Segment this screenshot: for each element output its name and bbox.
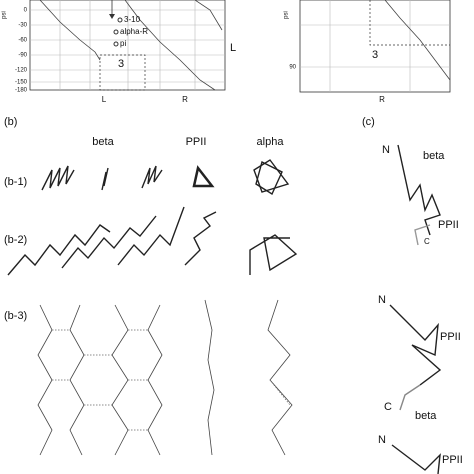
annotation: alpha-R <box>120 27 148 36</box>
column-header: beta <box>92 136 114 148</box>
right-plot: psi 90 3 R <box>284 0 451 104</box>
diagram-label: N <box>378 294 386 306</box>
y-tick-label: -30 <box>18 23 27 29</box>
diagram-label: beta <box>423 150 445 162</box>
y-tick-label: 0 <box>24 8 28 14</box>
diagram-label: PPII <box>440 331 461 343</box>
diagram-label: N <box>382 144 390 156</box>
panel-b: (b) beta PPII alpha (b-1) (b-2) (b-3) <box>4 116 298 456</box>
y-tick-label: -90 <box>18 53 27 59</box>
x-label: R <box>379 95 385 104</box>
annotation: 3 <box>372 49 378 61</box>
row-label: (b-2) <box>4 234 27 246</box>
row-label: (b-1) <box>4 176 27 188</box>
side-label: L <box>230 42 236 54</box>
left-plot: psi 0 -30 -60 -90 -120 -150 -180 3-10 al… <box>2 0 236 104</box>
row-label: (b-3) <box>4 310 27 322</box>
diagram-label: C <box>424 237 430 246</box>
diagram-label: C <box>384 401 392 413</box>
diagram-label: beta <box>415 410 437 422</box>
y-tick-label: -120 <box>15 68 28 74</box>
y-tick-label: -60 <box>18 38 27 44</box>
y-axis-label: psi <box>284 11 290 19</box>
diagram-label: PPII <box>442 454 463 466</box>
panel-label: (c) <box>362 116 375 128</box>
column-header: alpha <box>257 136 285 148</box>
column-header: PPII <box>186 136 207 148</box>
annotation: 3-10 <box>124 15 141 24</box>
panel-c: (c) N beta PPII C N PPII C beta N PPII <box>362 116 463 474</box>
diagram-label: N <box>378 434 386 446</box>
annotation: pi <box>120 39 126 48</box>
x-label: R <box>182 95 188 104</box>
y-axis-label: psi <box>2 11 8 19</box>
y-tick-label: -150 <box>15 80 28 86</box>
x-label: L <box>102 95 107 104</box>
panel-label: (b) <box>4 116 17 128</box>
annotation: 3 <box>118 58 124 70</box>
diagram-label: PPII <box>438 219 459 231</box>
y-tick-label: 90 <box>289 65 296 71</box>
y-tick-label: -180 <box>15 88 28 94</box>
